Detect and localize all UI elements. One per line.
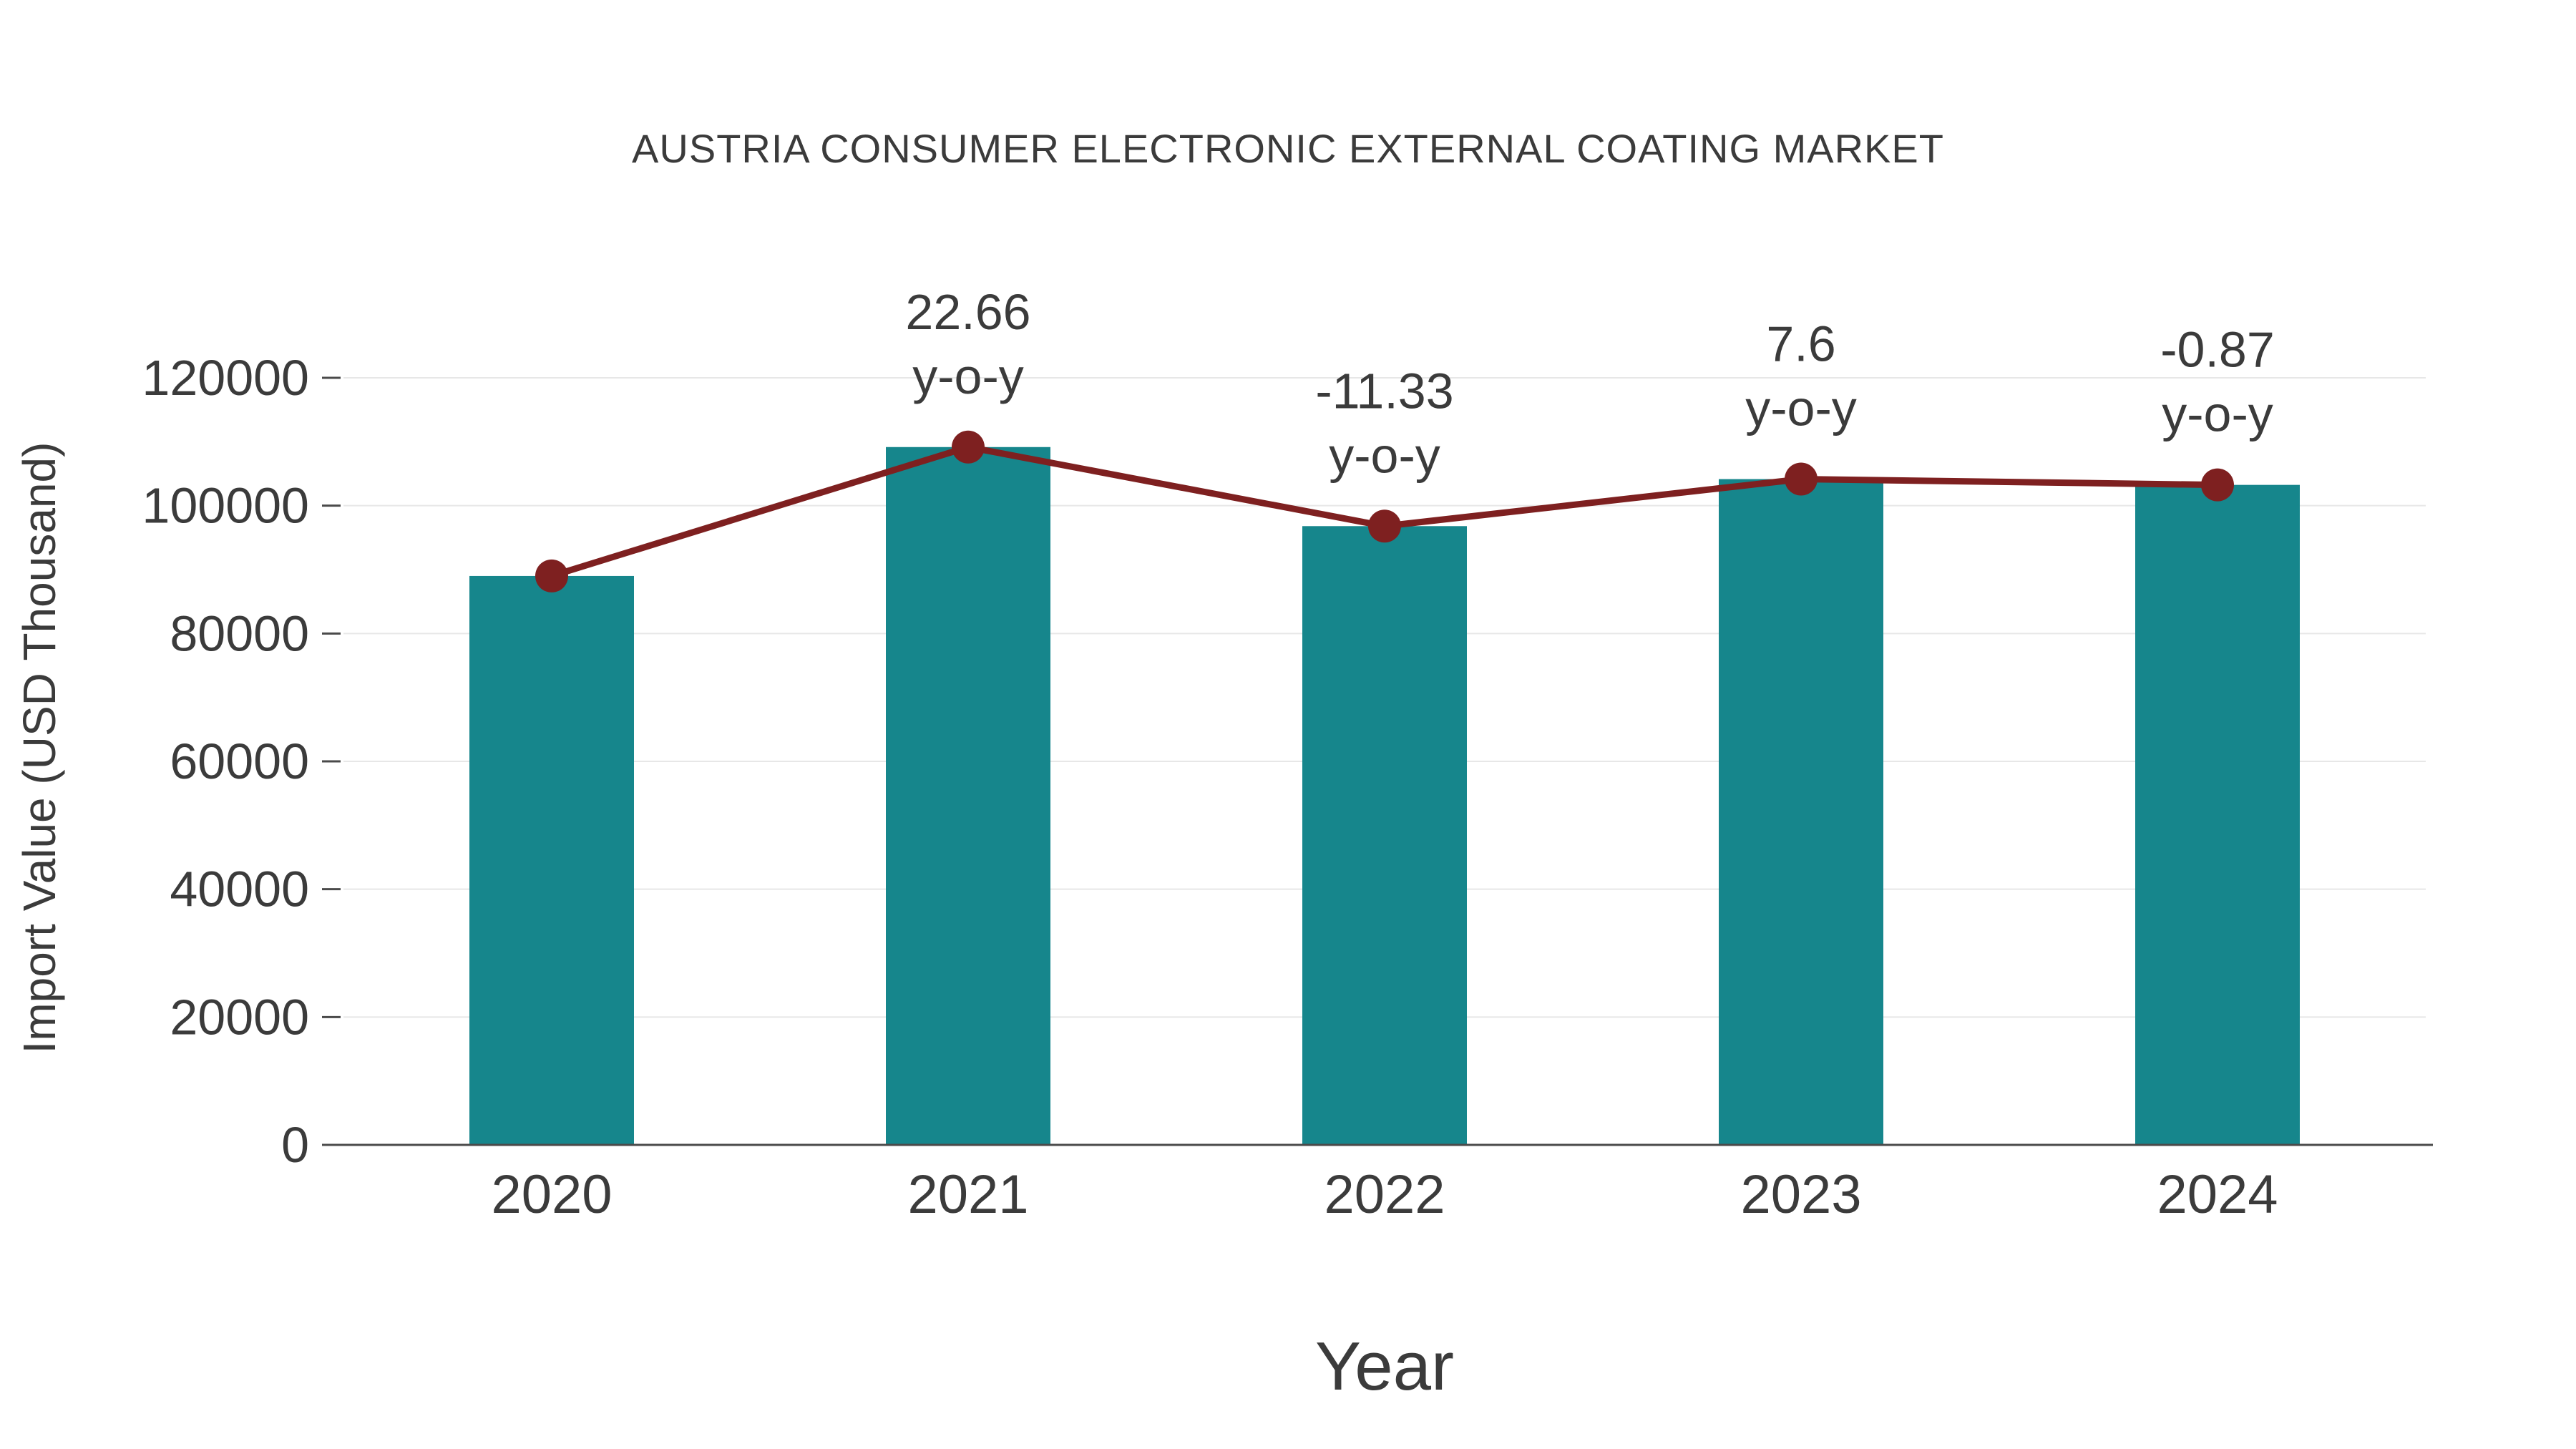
trend-point (1785, 462, 1818, 496)
x-tick-label: 2021 (907, 1164, 1028, 1225)
annotation-suffix: y-o-y (2162, 386, 2273, 442)
x-tick-label: 2022 (1324, 1164, 1445, 1225)
annotation-suffix: y-o-y (912, 348, 1024, 404)
x-tick-label: 2024 (2157, 1164, 2278, 1225)
trend-point (952, 430, 985, 464)
y-tick-label: 20000 (170, 989, 309, 1045)
bar (2135, 484, 2300, 1145)
bar (1302, 526, 1467, 1145)
trend-point (1368, 509, 1401, 543)
annotation-value: -0.87 (2160, 322, 2275, 378)
x-tick-label: 2023 (1740, 1164, 1861, 1225)
y-tick-label: 80000 (170, 605, 309, 661)
y-tick-label: 120000 (142, 350, 309, 406)
annotation-suffix: y-o-y (1329, 427, 1440, 483)
bar (886, 447, 1050, 1145)
trend-point (2201, 468, 2234, 502)
y-tick-label: 100000 (142, 478, 309, 534)
annotation-value: 22.66 (905, 284, 1030, 340)
x-axis-title: Year (1315, 1328, 1454, 1405)
chart-title: AUSTRIA CONSUMER ELECTRONIC EXTERNAL COA… (632, 126, 1944, 171)
annotation-suffix: y-o-y (1745, 381, 1857, 436)
y-tick-label: 60000 (170, 733, 309, 789)
x-tick-label: 2020 (491, 1164, 612, 1225)
y-tick-label: 40000 (170, 862, 309, 917)
y-tick-label: 0 (281, 1117, 309, 1173)
bar (469, 575, 634, 1145)
bar (1719, 479, 1883, 1145)
annotation-value: -11.33 (1315, 363, 1453, 419)
trend-point (535, 559, 568, 592)
annotation-value: 7.6 (1766, 316, 1835, 372)
